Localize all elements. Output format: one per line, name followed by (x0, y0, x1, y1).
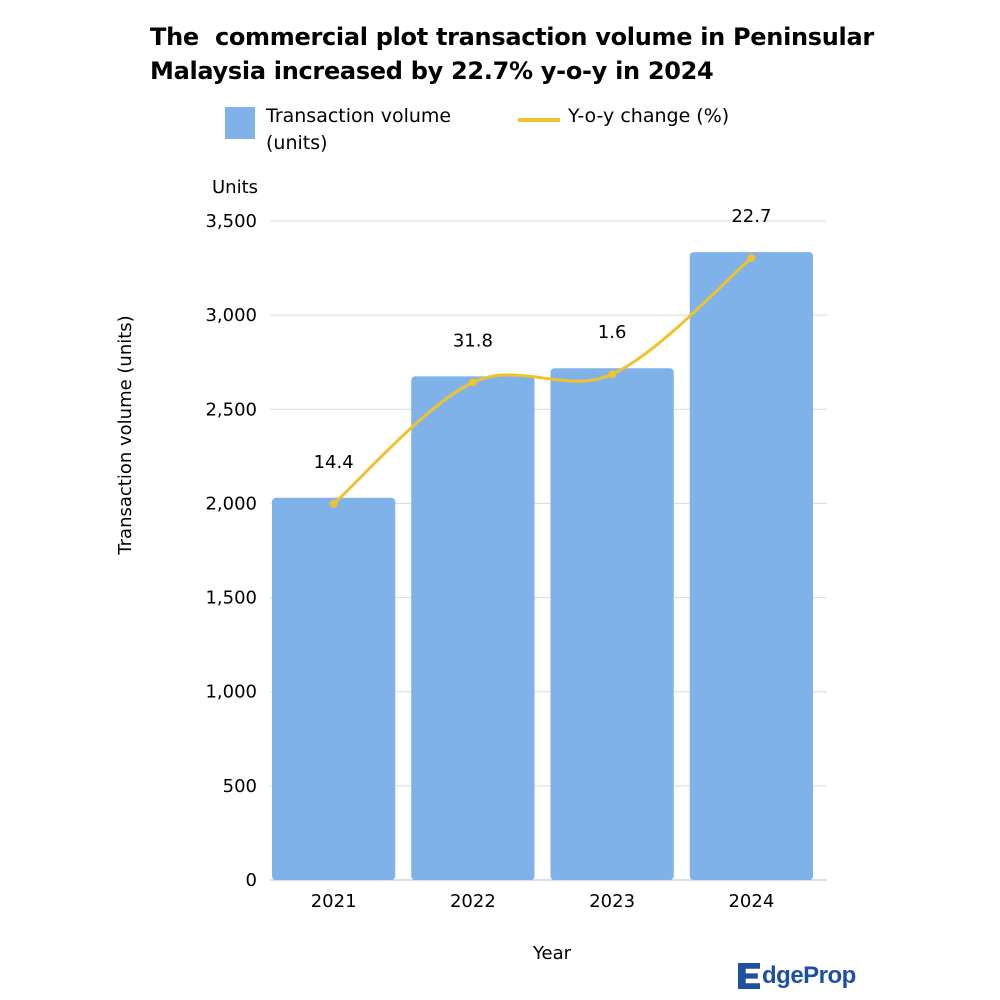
bar-2021 (272, 497, 396, 880)
yoy-data-label: 1.6 (598, 322, 627, 343)
yoy-data-label: 22.7 (731, 206, 771, 227)
x-tick-labels: 2021 2022 2023 2024 (311, 891, 775, 912)
x-tick-label: 2021 (311, 891, 357, 912)
bar-2023 (550, 368, 674, 880)
legend-bar-label-line1: Transaction volume (265, 105, 451, 127)
edgeprop-logo: dgeProp (738, 962, 856, 990)
yoy-point-2022 (468, 378, 477, 387)
legend-bar-label-line2: (units) (266, 132, 328, 154)
y-tick-label: 2,000 (205, 493, 257, 514)
bar-series (272, 252, 813, 880)
x-tick-label: 2024 (728, 891, 774, 912)
bar-2022 (411, 376, 535, 880)
line-series: 14.4 31.8 1.6 22.7 (314, 206, 771, 508)
x-axis-title: Year (532, 943, 572, 964)
bar-2024 (689, 252, 813, 880)
edgeprop-e-logo-icon (738, 963, 760, 989)
y-tick-label: 2,500 (205, 399, 257, 420)
yoy-point-2024 (747, 254, 756, 263)
y-tick-label: 3,500 (205, 211, 257, 232)
y-tick-labels: 0 500 1,000 1,500 2,000 2,500 3,000 3,500 (205, 211, 257, 891)
y-unit-label: Units (212, 177, 258, 198)
x-tick-label: 2023 (589, 891, 635, 912)
yoy-data-label: 14.4 (314, 452, 354, 473)
y-tick-label: 500 (223, 776, 257, 797)
y-tick-label: 0 (246, 870, 257, 891)
legend-bar-swatch (225, 107, 255, 139)
yoy-line (332, 256, 753, 505)
logo-text: dgeProp (762, 962, 856, 989)
yoy-point-2021 (329, 499, 338, 508)
y-tick-label: 1,000 (205, 682, 257, 703)
yoy-data-label: 31.8 (453, 330, 493, 351)
x-tick-label: 2022 (450, 891, 496, 912)
y-tick-label: 3,000 (205, 305, 257, 326)
y-tick-label: 1,500 (205, 588, 257, 609)
legend-line-label: Y-o-y change (%) (567, 105, 729, 127)
y-axis-title: Transaction volume (units) (115, 315, 136, 555)
chart-title: The commercial plot transaction volume i… (150, 23, 882, 85)
yoy-point-2023 (608, 370, 617, 379)
